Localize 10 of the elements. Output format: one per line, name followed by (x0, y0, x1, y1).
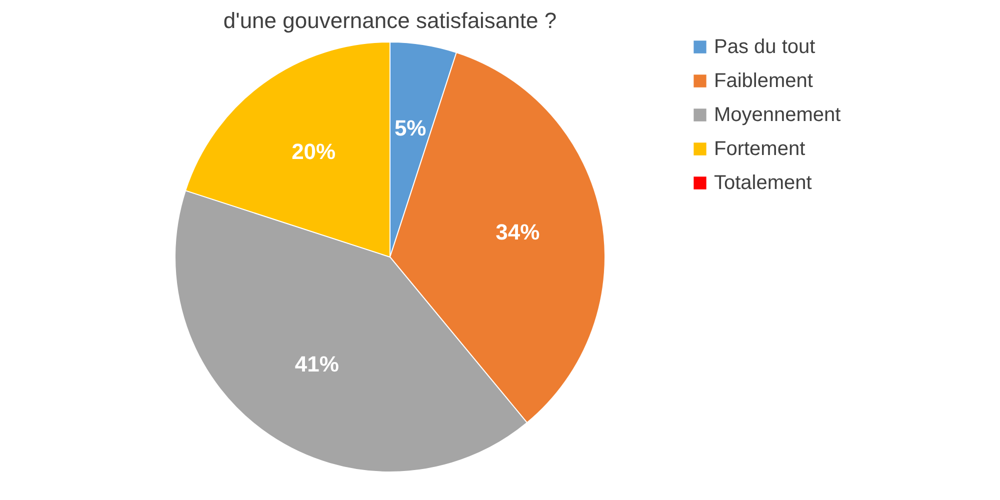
legend-label: Moyennement (714, 104, 842, 126)
data-label: 20% (292, 138, 336, 164)
legend-label: Faiblement (714, 70, 814, 92)
data-label: 34% (496, 220, 540, 245)
legend-label: Totalement (714, 172, 812, 194)
chart-title: d'une gouvernance satisfaisante ? (223, 8, 557, 33)
data-label: 5% (394, 116, 426, 141)
legend-label: Pas du tout (714, 36, 816, 58)
legend-label: Fortement (714, 138, 806, 160)
data-label: 41% (294, 352, 339, 377)
